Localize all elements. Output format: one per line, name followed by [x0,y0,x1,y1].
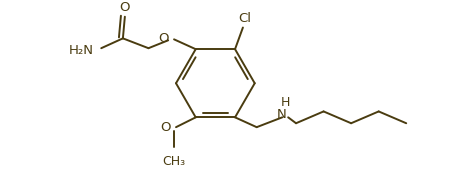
Text: CH₃: CH₃ [162,155,186,168]
Text: H: H [281,96,290,109]
Text: H₂N: H₂N [68,44,94,57]
Text: O: O [159,32,169,45]
Text: Cl: Cl [238,12,251,25]
Text: O: O [120,1,130,14]
Text: O: O [161,121,171,134]
Text: N: N [276,108,286,121]
